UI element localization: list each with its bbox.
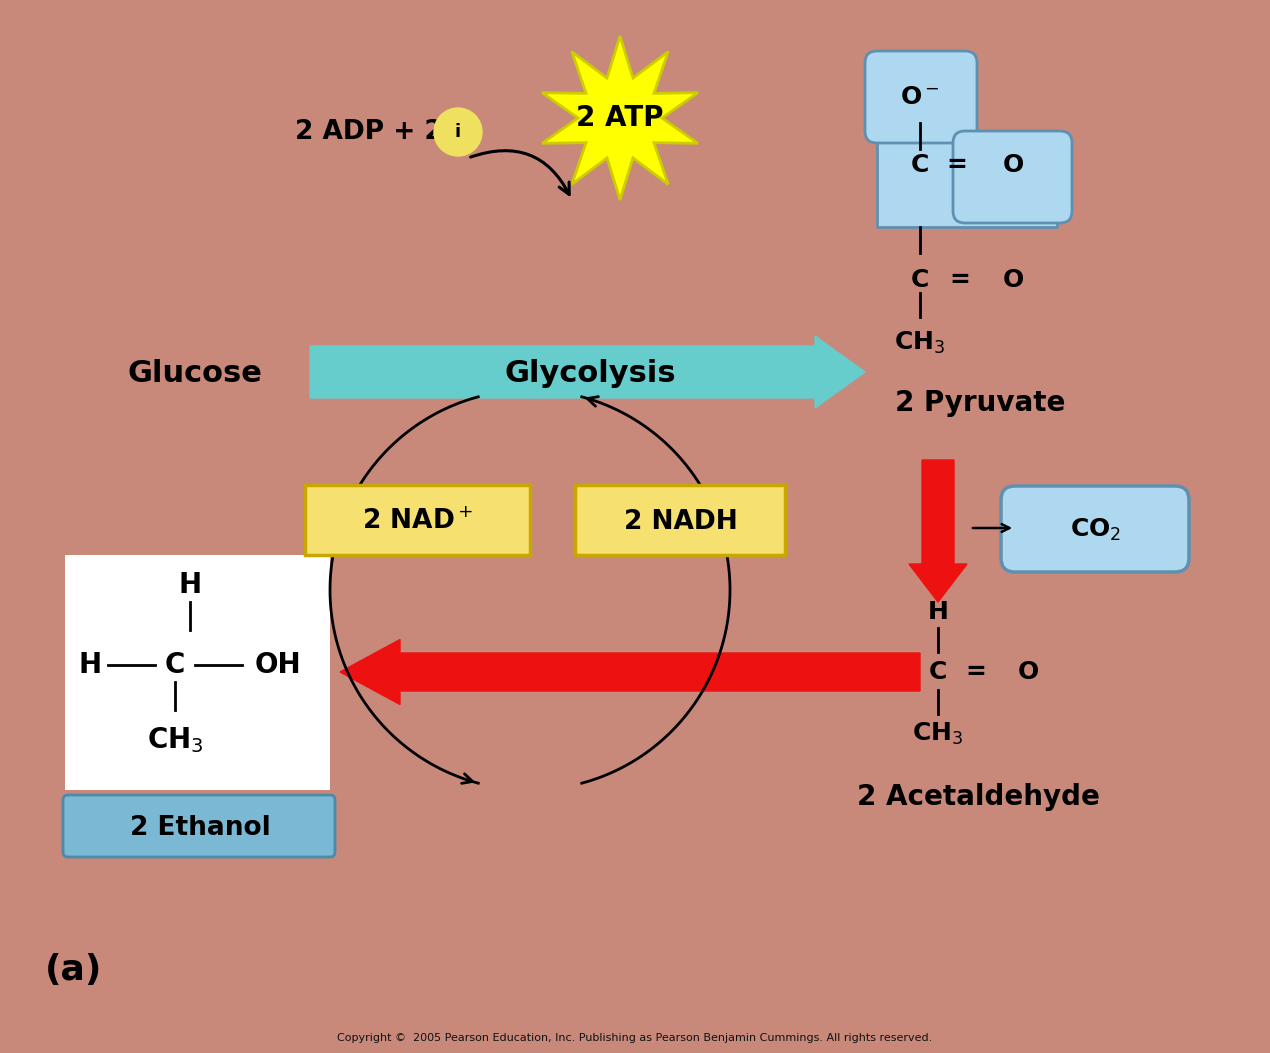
- Text: C: C: [911, 153, 930, 177]
- Text: H: H: [927, 600, 949, 624]
- Text: O$^-$: O$^-$: [900, 85, 940, 110]
- Polygon shape: [542, 36, 698, 200]
- Text: Glycolysis: Glycolysis: [504, 359, 676, 389]
- Text: 2 ATP: 2 ATP: [577, 104, 664, 132]
- Polygon shape: [878, 69, 1057, 227]
- Text: 2 NADH: 2 NADH: [624, 509, 738, 535]
- Text: H: H: [79, 651, 102, 679]
- Text: O: O: [1002, 269, 1024, 292]
- FancyBboxPatch shape: [65, 555, 330, 790]
- Text: Glucose: Glucose: [127, 359, 263, 389]
- FancyBboxPatch shape: [305, 485, 530, 555]
- Text: CO$_2$: CO$_2$: [1071, 517, 1121, 543]
- Text: 2 Ethanol: 2 Ethanol: [130, 815, 271, 841]
- FancyBboxPatch shape: [865, 51, 977, 143]
- Circle shape: [434, 108, 483, 156]
- Text: 2 NAD$^+$: 2 NAD$^+$: [362, 509, 474, 535]
- Text: O: O: [1002, 153, 1024, 177]
- Text: 2 ADP + 2: 2 ADP + 2: [295, 119, 443, 145]
- Text: =: =: [950, 269, 970, 292]
- Text: =: =: [946, 153, 968, 177]
- Text: H: H: [179, 571, 202, 599]
- Text: C: C: [928, 660, 947, 684]
- Text: =: =: [965, 660, 987, 684]
- FancyBboxPatch shape: [1001, 486, 1189, 572]
- Text: C: C: [911, 269, 930, 292]
- Text: (a): (a): [44, 953, 103, 987]
- FancyBboxPatch shape: [952, 131, 1072, 223]
- Text: CH$_3$: CH$_3$: [894, 330, 946, 356]
- Text: O: O: [1017, 660, 1039, 684]
- FancyBboxPatch shape: [64, 795, 335, 857]
- Text: 2 Acetaldehyde: 2 Acetaldehyde: [856, 783, 1100, 811]
- Text: Copyright ©  2005 Pearson Education, Inc. Publishing as Pearson Benjamin Cumming: Copyright © 2005 Pearson Education, Inc.…: [338, 1033, 932, 1044]
- Text: C: C: [165, 651, 185, 679]
- Text: 2 Pyruvate: 2 Pyruvate: [895, 389, 1066, 417]
- Text: CH$_3$: CH$_3$: [912, 721, 964, 747]
- Text: i: i: [455, 123, 461, 141]
- FancyBboxPatch shape: [575, 485, 785, 555]
- FancyArrow shape: [310, 336, 865, 408]
- FancyArrow shape: [909, 460, 966, 602]
- Text: CH$_3$: CH$_3$: [146, 726, 203, 755]
- Text: OH: OH: [255, 651, 301, 679]
- FancyArrow shape: [340, 639, 919, 704]
